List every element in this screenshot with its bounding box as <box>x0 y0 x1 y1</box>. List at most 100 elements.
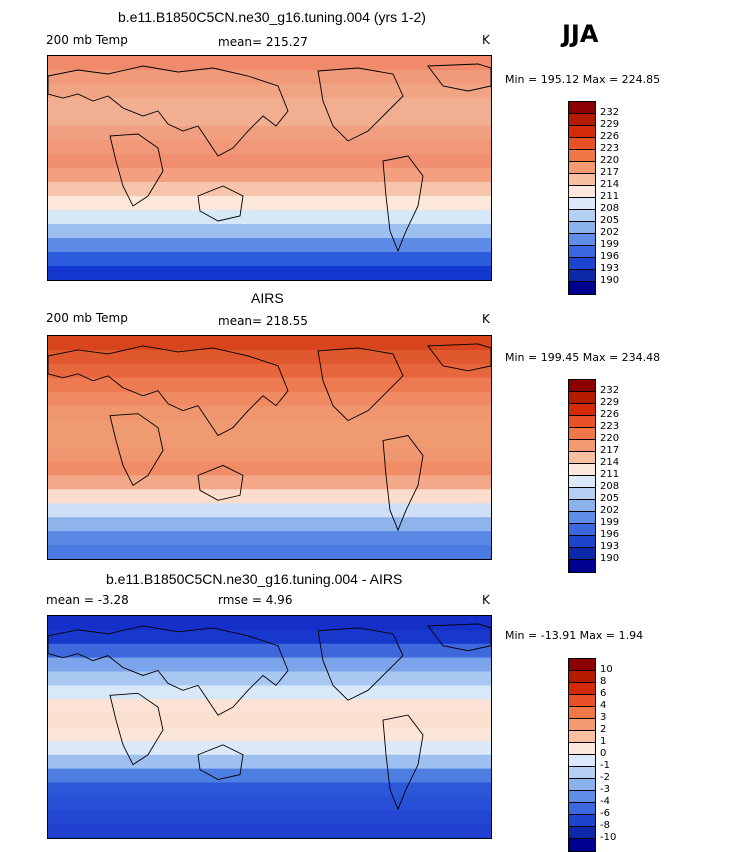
colorbar-label: 196 <box>600 529 620 540</box>
map-band <box>48 405 491 421</box>
colorbar-label: 202 <box>600 227 620 238</box>
panel1-map <box>47 55 492 281</box>
colorbar-label: 190 <box>600 275 620 286</box>
colorbar-box <box>569 428 595 440</box>
panel2-map-field <box>48 336 491 559</box>
coastline-path <box>427 343 491 372</box>
coastline-path <box>197 464 244 501</box>
colorbar-label: 199 <box>600 517 620 528</box>
panel1-map-field <box>48 56 491 280</box>
colorbar-box <box>569 524 595 536</box>
coastline <box>48 343 491 532</box>
map-band <box>48 824 491 838</box>
colorbar-box <box>569 464 595 476</box>
colorbar-box <box>569 174 595 186</box>
map-band <box>48 796 491 811</box>
map-band <box>48 727 491 742</box>
panel1-colorbar-labels: 232 229 226 223 220 217 214 211 208 205 … <box>600 107 619 287</box>
colorbar-label: 205 <box>600 493 620 504</box>
colorbar-label: 2 <box>600 724 607 735</box>
coastline-path <box>317 347 404 422</box>
colorbar-box <box>569 222 595 234</box>
panel1-mean-label: mean= 215.27 <box>218 35 308 49</box>
colorbar-label: 202 <box>600 505 620 516</box>
colorbar-box <box>569 380 595 392</box>
colorbar-label: 226 <box>600 409 620 420</box>
coastline-path <box>197 744 244 780</box>
map-band <box>48 768 491 784</box>
map-band <box>48 713 491 728</box>
colorbar-label: -8 <box>600 820 610 831</box>
map-band <box>48 545 491 559</box>
colorbar-box <box>569 150 595 162</box>
panel2-units-label: K <box>482 312 490 326</box>
colorbar-box <box>569 270 595 282</box>
colorbar-label: 193 <box>600 263 620 274</box>
panel1-minmax: Min = 195.12 Max = 224.85 <box>505 73 661 86</box>
colorbar-box <box>569 440 595 452</box>
panel1-colorbar <box>568 101 596 295</box>
map-band <box>48 782 491 797</box>
map-band <box>48 503 491 518</box>
map-band <box>48 616 491 631</box>
colorbar-label: 211 <box>600 191 620 202</box>
panel3-title: b.e11.B1850C5CN.ne30_g16.tuning.004 - AI… <box>106 571 403 587</box>
colorbar-box <box>569 755 595 767</box>
colorbar-label: 208 <box>600 203 620 214</box>
colorbar-label: 211 <box>600 469 620 480</box>
map-band <box>48 531 491 546</box>
map-band <box>48 56 491 71</box>
colorbar-box <box>569 476 595 488</box>
coastline-path <box>48 345 289 437</box>
coastline-path <box>109 133 164 207</box>
map-band <box>48 238 491 253</box>
colorbar-box <box>569 282 595 294</box>
map-band <box>48 140 491 155</box>
colorbar-box <box>569 695 595 707</box>
colorbar-label: 190 <box>600 553 620 564</box>
map-band <box>48 740 491 756</box>
map-band <box>48 70 491 85</box>
colorbar-label: 10 <box>600 664 613 675</box>
map-band <box>48 336 491 351</box>
map-band <box>48 224 491 239</box>
colorbar-label: 220 <box>600 433 620 444</box>
coastline-path <box>382 435 424 532</box>
panel1-units-label: K <box>482 33 490 47</box>
colorbar-label: 214 <box>600 179 620 190</box>
coastline-path <box>427 63 491 92</box>
colorbar-label: 6 <box>600 688 607 699</box>
colorbar-label: 8 <box>600 676 607 687</box>
colorbar-label: -10 <box>600 832 617 843</box>
panel2-map <box>47 335 492 560</box>
colorbar-box <box>569 234 595 246</box>
colorbar-box <box>569 186 595 198</box>
panel2-minmax: Min = 199.45 Max = 234.48 <box>505 351 661 364</box>
coastline <box>48 63 491 253</box>
map-band <box>48 196 491 211</box>
colorbar-label: 208 <box>600 481 620 492</box>
map-band <box>48 810 491 825</box>
colorbar-box <box>569 404 595 416</box>
panel3-colorbar-labels: 10 8 6 4 3 2 1 0 -1 -2 -3 -4 -6 -8 -10 <box>600 664 616 844</box>
coastline <box>48 623 491 811</box>
coastline-path <box>382 155 424 253</box>
map-band <box>48 685 491 700</box>
colorbar-label: 193 <box>600 541 620 552</box>
colorbar-box <box>569 258 595 270</box>
colorbar-label: 0 <box>600 748 607 759</box>
colorbar-box <box>569 671 595 683</box>
colorbar-label: 220 <box>600 155 620 166</box>
season-label: JJA <box>562 20 599 48</box>
colorbar-box <box>569 791 595 803</box>
colorbar-label: -6 <box>600 808 610 819</box>
colorbar-box <box>569 162 595 174</box>
colorbar-label: 232 <box>600 107 620 118</box>
colorbar-box <box>569 114 595 126</box>
coastline-path <box>382 714 424 811</box>
coastline-path <box>48 65 289 157</box>
panel3-map-field <box>48 616 491 838</box>
map-band <box>48 126 491 141</box>
coastline-path <box>109 413 164 486</box>
colorbar-box <box>569 719 595 731</box>
